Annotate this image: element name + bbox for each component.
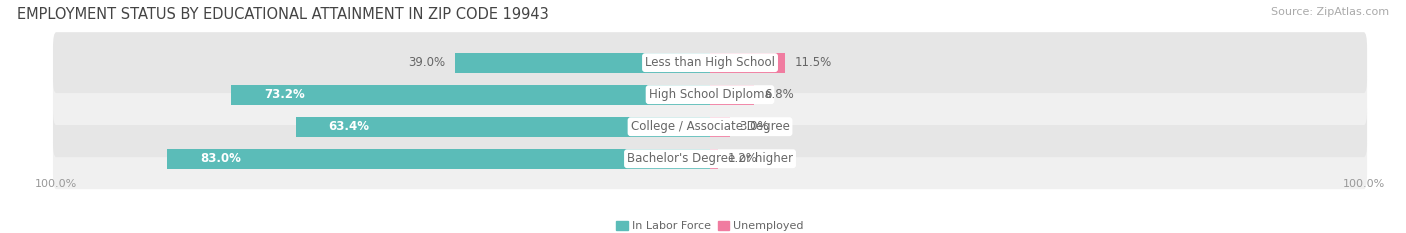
Text: High School Diploma: High School Diploma bbox=[648, 88, 772, 101]
FancyBboxPatch shape bbox=[53, 96, 1367, 157]
Text: 39.0%: 39.0% bbox=[408, 56, 446, 69]
Text: 11.5%: 11.5% bbox=[794, 56, 832, 69]
Bar bbox=[710, 117, 730, 137]
Text: Bachelor's Degree or higher: Bachelor's Degree or higher bbox=[627, 152, 793, 165]
Bar bbox=[710, 149, 718, 169]
Text: 3.0%: 3.0% bbox=[740, 120, 769, 133]
Text: 1.2%: 1.2% bbox=[728, 152, 758, 165]
Legend: In Labor Force, Unemployed: In Labor Force, Unemployed bbox=[612, 217, 808, 233]
Text: College / Associate Degree: College / Associate Degree bbox=[631, 120, 789, 133]
FancyBboxPatch shape bbox=[53, 32, 1367, 93]
FancyBboxPatch shape bbox=[53, 128, 1367, 189]
Text: 73.2%: 73.2% bbox=[264, 88, 305, 101]
Text: 63.4%: 63.4% bbox=[328, 120, 370, 133]
FancyBboxPatch shape bbox=[53, 64, 1367, 125]
Bar bbox=[167, 149, 710, 169]
Text: EMPLOYMENT STATUS BY EDUCATIONAL ATTAINMENT IN ZIP CODE 19943: EMPLOYMENT STATUS BY EDUCATIONAL ATTAINM… bbox=[17, 7, 548, 22]
Bar bbox=[456, 53, 710, 72]
Bar bbox=[710, 85, 755, 105]
Bar bbox=[710, 53, 785, 72]
Bar bbox=[295, 117, 710, 137]
Text: 6.8%: 6.8% bbox=[765, 88, 794, 101]
Text: 83.0%: 83.0% bbox=[200, 152, 240, 165]
Text: Less than High School: Less than High School bbox=[645, 56, 775, 69]
Bar bbox=[232, 85, 710, 105]
Text: Source: ZipAtlas.com: Source: ZipAtlas.com bbox=[1271, 7, 1389, 17]
